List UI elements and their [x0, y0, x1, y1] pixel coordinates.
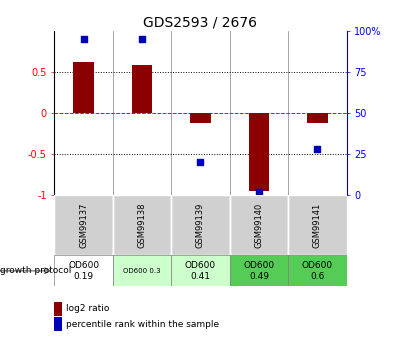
Point	[81, 37, 87, 42]
Bar	[54, 255, 113, 286]
Bar	[249, 113, 269, 191]
Bar	[171, 255, 230, 286]
Bar	[307, 113, 328, 123]
Text: log2 ratio: log2 ratio	[66, 304, 109, 313]
Bar	[288, 255, 347, 286]
Text: OD600
0.19: OD600 0.19	[68, 261, 99, 280]
Text: GSM99141: GSM99141	[313, 203, 322, 248]
Bar	[171, 195, 230, 255]
Bar	[230, 195, 288, 255]
Text: OD600
0.41: OD600 0.41	[185, 261, 216, 280]
Point	[197, 159, 204, 165]
Bar	[113, 195, 171, 255]
Bar	[230, 255, 288, 286]
Text: GSM99140: GSM99140	[254, 203, 264, 248]
Text: percentile rank within the sample: percentile rank within the sample	[66, 320, 219, 329]
Text: GSM99137: GSM99137	[79, 203, 88, 248]
Bar	[54, 195, 113, 255]
Bar	[73, 62, 94, 113]
Text: growth protocol: growth protocol	[0, 266, 71, 275]
Text: GSM99139: GSM99139	[196, 203, 205, 248]
Text: GSM99138: GSM99138	[137, 203, 147, 248]
Bar	[190, 113, 211, 123]
Point	[314, 146, 320, 152]
Title: GDS2593 / 2676: GDS2593 / 2676	[143, 16, 258, 30]
Point	[139, 37, 145, 42]
Text: OD600
0.49: OD600 0.49	[243, 261, 274, 280]
Bar	[132, 66, 152, 113]
Text: OD600
0.6: OD600 0.6	[302, 261, 333, 280]
Bar	[288, 195, 347, 255]
Text: OD600 0.3: OD600 0.3	[123, 268, 161, 274]
Bar	[113, 255, 171, 286]
Point	[256, 189, 262, 195]
